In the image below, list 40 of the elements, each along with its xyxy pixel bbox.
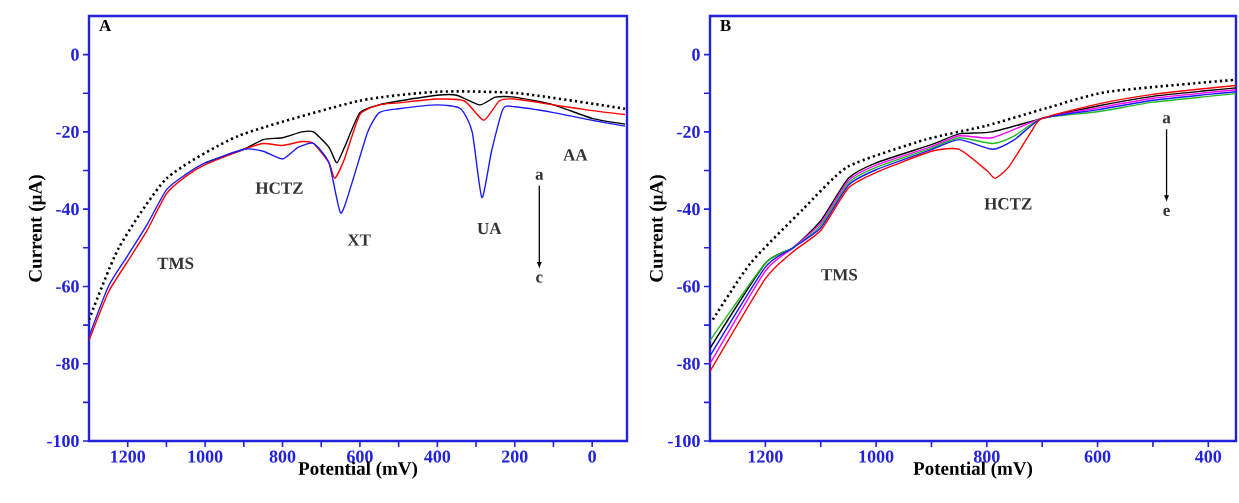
annotation: TMS xyxy=(157,257,194,270)
x-tick-label: 1200 xyxy=(111,450,146,463)
y-tick-label: -20 xyxy=(677,125,700,138)
y-tick-label: 0 xyxy=(71,48,79,61)
y-axis-title: Current (µA) xyxy=(649,175,667,282)
y-tick-label: -80 xyxy=(677,357,700,370)
annotation: AA xyxy=(563,149,588,161)
x-tick-label: 1000 xyxy=(188,450,223,463)
annotation: TMS xyxy=(821,269,858,281)
y-axis-title: Current (µA) xyxy=(28,175,46,282)
y-tick-label: 0 xyxy=(692,48,700,61)
y-tick-label: -40 xyxy=(677,203,700,216)
y-tick-label: -40 xyxy=(56,203,79,216)
y-tick-label: -60 xyxy=(677,280,700,293)
x-tick-label: 400 xyxy=(424,450,451,463)
x-tick-label: 600 xyxy=(347,450,373,463)
annotation: XT xyxy=(347,234,371,246)
chart-title: A xyxy=(99,19,112,32)
chart-title: B xyxy=(720,19,731,32)
x-tick-label: 1200 xyxy=(748,450,783,463)
x-tick-label: 0 xyxy=(588,450,596,463)
y-tick-label: -20 xyxy=(56,125,79,138)
annotation: HCTZ xyxy=(984,198,1032,210)
annotation: a xyxy=(535,171,544,180)
x-tick-label: 400 xyxy=(1195,450,1222,463)
annotation: a xyxy=(1162,115,1171,124)
x-axis-title: Potential (mV) xyxy=(298,461,418,479)
x-tick-label: 1000 xyxy=(859,450,894,463)
x-tick-label: 800 xyxy=(269,450,296,463)
y-tick-label: -100 xyxy=(668,434,700,448)
annotation: e xyxy=(1163,207,1170,216)
annotation: HCTZ xyxy=(255,182,303,194)
y-tick-label: -80 xyxy=(56,357,79,370)
y-tick-label: -100 xyxy=(47,434,79,448)
annotation: c xyxy=(536,274,543,283)
x-tick-label: 600 xyxy=(1084,450,1111,463)
x-tick-label: 200 xyxy=(502,450,528,463)
annotation: UA xyxy=(477,222,502,235)
x-tick-label: 800 xyxy=(973,450,1000,463)
y-tick-label: -60 xyxy=(56,280,79,293)
